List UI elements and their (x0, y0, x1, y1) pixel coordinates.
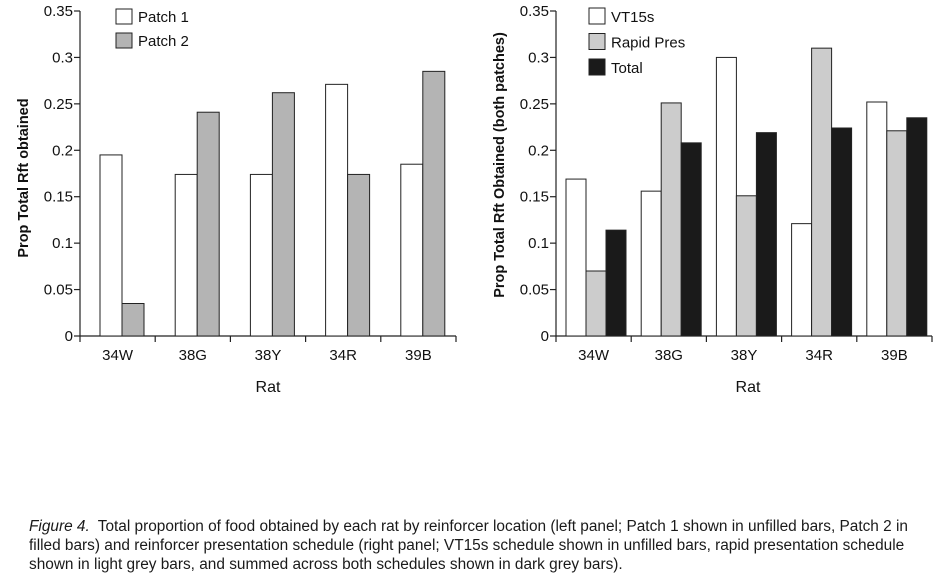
right-y-tick-label: 0.2 (528, 142, 549, 159)
right-y-tick-label: 0.1 (528, 235, 549, 252)
right-legend-swatch-rapid-pres (588, 33, 606, 50)
right-bar-rapid-pres (811, 47, 833, 337)
left-y-tick-label: 0.25 (44, 96, 73, 113)
right-bar-vt15s (791, 223, 813, 337)
right-y-tick-label: 0.05 (520, 282, 549, 299)
right-bar-total (680, 142, 702, 337)
right-x-tick-label: 38Y (731, 347, 758, 364)
left-x-tick-label: 38G (179, 347, 207, 364)
right-legend-swatch-total (588, 58, 606, 76)
right-x-tick-label: 38G (655, 347, 683, 364)
right-bar-total (906, 117, 928, 337)
figure-caption: Figure 4. Total proportion of food obtain… (29, 517, 929, 574)
left-legend-swatch-patch-1 (115, 8, 133, 25)
left-bar-patch-1 (400, 163, 424, 337)
right-legend-label-rapid-pres: Rapid Pres (611, 35, 685, 52)
left-x-tick-label: 34R (329, 347, 357, 364)
right-bar-vt15s (640, 190, 662, 337)
left-bar-patch-1 (174, 173, 198, 337)
right-x-tick-label: 34R (805, 347, 833, 364)
right-bar-rapid-pres (585, 270, 607, 337)
right-bar-rapid-pres (660, 102, 682, 337)
left-legend-label-patch-2: Patch 2 (138, 33, 189, 50)
right-x-tick-label: 39B (881, 347, 908, 364)
left-bar-patch-2 (121, 303, 145, 337)
left-y-tick-label: 0.05 (44, 282, 73, 299)
right-x-axis-title: Rat (736, 379, 761, 396)
left-y-tick-label: 0.35 (44, 3, 73, 20)
right-y-tick-label: 0 (541, 328, 549, 345)
right-bar-rapid-pres (735, 195, 757, 337)
right-y-axis-title: Prop Total Rft Obtained (both patches) (492, 32, 508, 298)
left-bar-patch-2 (271, 92, 295, 337)
left-x-tick-label: 34W (102, 347, 134, 364)
left-x-tick-label: 39B (405, 347, 432, 364)
right-bar-total (831, 127, 853, 337)
right-y-tick-label: 0.3 (528, 49, 549, 66)
right-legend-swatch-vt15s (588, 7, 606, 25)
left-legend-label-patch-1: Patch 1 (138, 9, 189, 26)
left-y-tick-label: 0.15 (44, 189, 73, 206)
left-y-tick-label: 0 (65, 328, 73, 345)
figure-caption-label: Figure 4. (29, 518, 90, 535)
right-legend-label-vt15s: VT15s (611, 9, 654, 26)
right-bar-vt15s (866, 101, 888, 337)
right-legend-label-total: Total (611, 60, 643, 77)
left-bar-patch-2 (347, 173, 371, 337)
right-bar-vt15s (565, 178, 587, 337)
right-y-tick-label: 0.35 (520, 3, 549, 20)
figure-caption-text: Total proportion of food obtained by eac… (29, 518, 908, 573)
left-bar-patch-2 (422, 70, 446, 337)
right-bar-vt15s (715, 56, 737, 337)
left-y-axis-title: Prop Total Rft obtained (16, 98, 32, 257)
right-x-tick-label: 34W (578, 347, 610, 364)
right-bar-total (755, 132, 777, 337)
left-bar-patch-1 (249, 173, 273, 337)
left-bar-patch-1 (99, 154, 123, 337)
right-y-tick-label: 0.25 (520, 96, 549, 113)
left-y-tick-label: 0.1 (52, 235, 73, 252)
right-y-tick-label: 0.15 (520, 189, 549, 206)
right-bar-rapid-pres (886, 130, 908, 337)
left-legend-swatch-patch-2 (115, 32, 133, 49)
left-bar-patch-1 (325, 83, 349, 337)
left-bar-patch-2 (196, 111, 220, 337)
left-y-tick-label: 0.3 (52, 49, 73, 66)
right-bar-total (605, 229, 627, 337)
left-y-tick-label: 0.2 (52, 142, 73, 159)
left-x-tick-label: 38Y (255, 347, 282, 364)
left-x-axis-title: Rat (256, 379, 281, 396)
